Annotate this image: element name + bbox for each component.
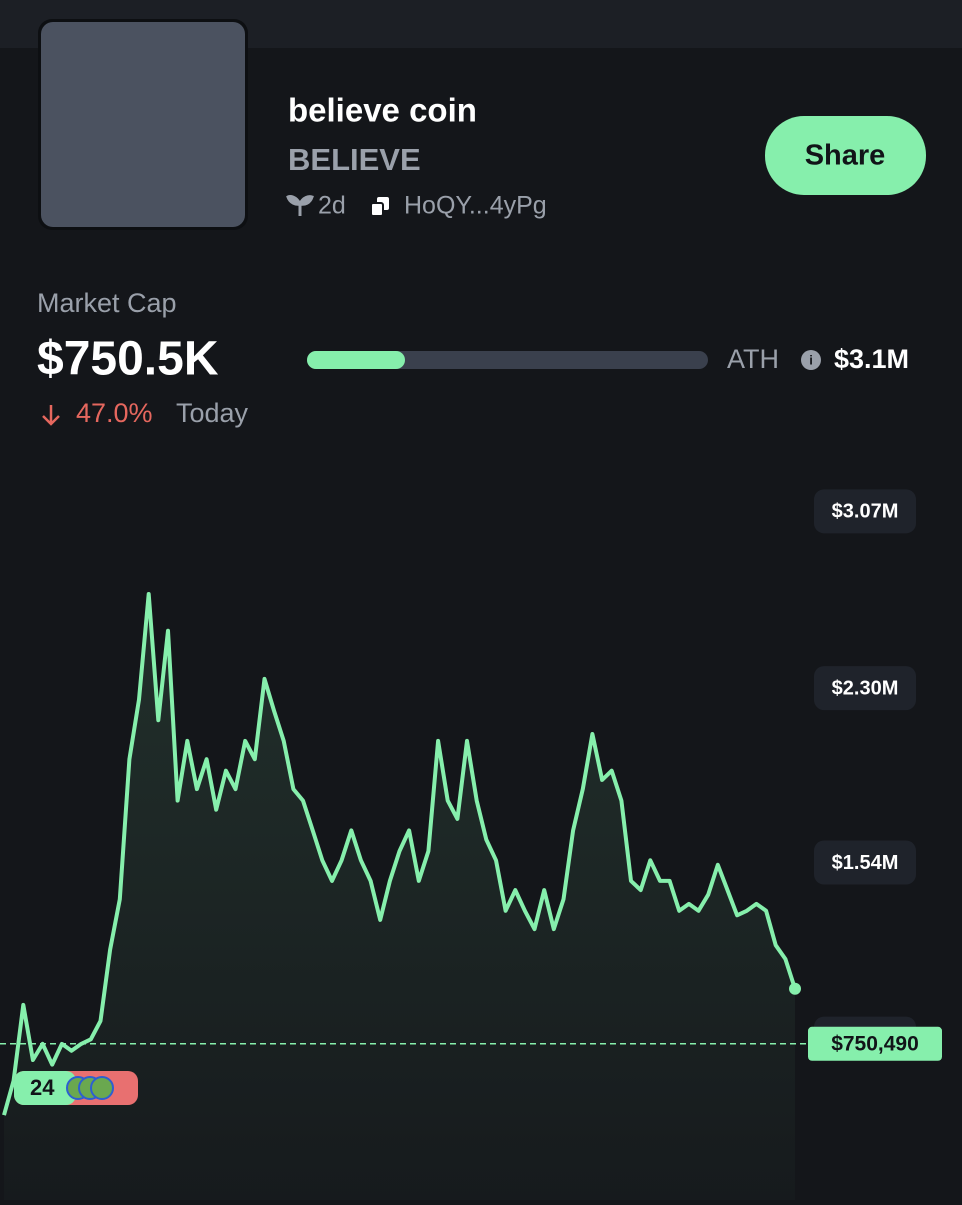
y-tick-pill <box>814 666 916 711</box>
holder-badge-left <box>14 1071 76 1105</box>
coin-age: 2d <box>318 192 346 220</box>
holder-avatar <box>90 1076 114 1100</box>
y-tick-label: $3.07M <box>832 501 899 523</box>
copy-icon-back <box>370 202 384 217</box>
sprout-icon <box>286 195 314 216</box>
ath-progress-track <box>307 351 708 369</box>
market-cap-label: Market Cap <box>37 288 177 318</box>
market-cap-value: $750.5K <box>37 333 219 386</box>
ath-value: $3.1M <box>834 344 909 374</box>
coin-name: believe coin <box>288 92 477 129</box>
info-glyph: i <box>809 352 813 367</box>
down-arrow <box>42 405 60 426</box>
share-button[interactable] <box>765 116 926 195</box>
ath-label: ATH <box>727 344 779 374</box>
y-tick-pill <box>814 840 916 885</box>
share-label[interactable]: Share <box>805 140 886 172</box>
avatar <box>41 22 245 227</box>
y-tick-label: $2.30M <box>832 677 899 699</box>
coin-symbol: BELIEVE <box>288 142 421 177</box>
ath-progress-fill <box>307 351 405 369</box>
current-point <box>789 982 801 995</box>
change-period: Today <box>176 398 249 428</box>
current-price-pill <box>808 1026 942 1061</box>
coin-address[interactable]: HoQY...4yPg <box>404 192 547 220</box>
current-price-label: $750,490 <box>831 1032 919 1055</box>
info-icon[interactable] <box>801 350 821 370</box>
y-tick-pill <box>814 489 916 534</box>
y-tick-label: $1.54M <box>832 852 899 874</box>
price-line <box>2 592 797 1116</box>
area-fill <box>4 594 795 1200</box>
holder-count: 24 <box>30 1075 55 1100</box>
change-percent: 47.0% <box>76 398 153 428</box>
